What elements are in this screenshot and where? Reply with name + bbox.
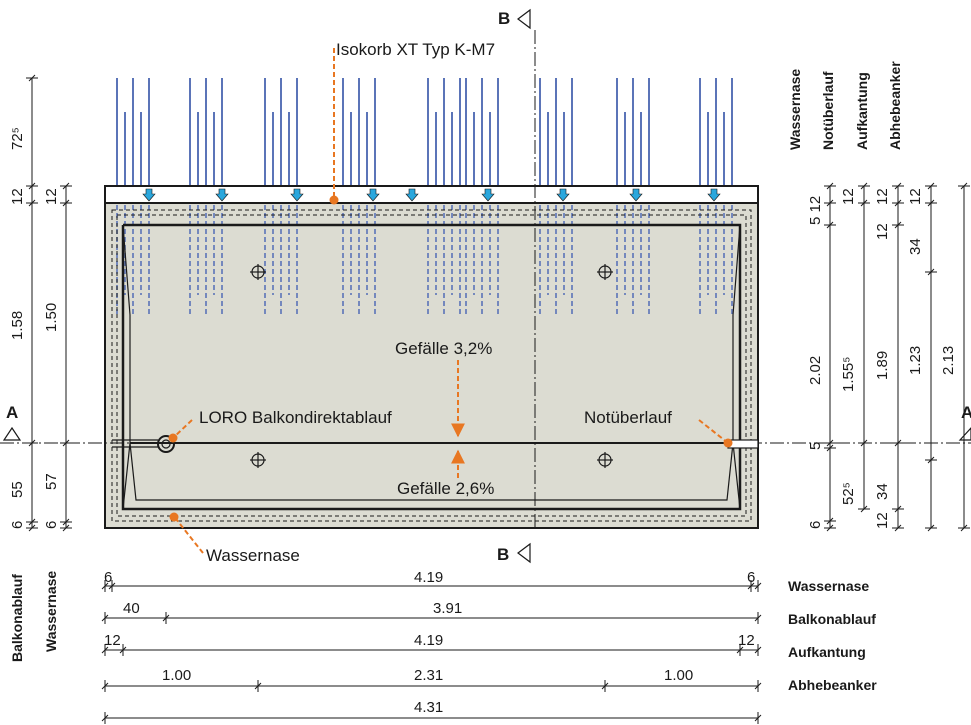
isokorb-rebars-embedded [116,205,733,315]
drain-label: LORO Balkondirektablauf [199,408,392,427]
arrow-icon [556,188,570,202]
bottom-row4-label: Abhebeanker [788,677,877,693]
left-header-balkonablauf: Balkonablauf [9,574,25,662]
isokorb-label: Isokorb XT Typ K-M7 [336,40,495,59]
bottom-row3-label: Aufkantung [788,644,866,660]
drip-edge-line-inner [116,214,747,517]
section-a-left-marker [2,426,22,441]
upstand-bevel-right [732,224,741,510]
left-header-wassernase: Wassernase [43,571,59,652]
right-notueberlauf-dim-1: 12 [840,188,857,205]
arrow-icon [707,188,721,202]
right-abhebeanker-dim-2: 34 [907,238,924,255]
arrow-icon [481,188,495,202]
right-wassernase-dim-3: 5 [807,442,824,450]
bottom-row1-label: Wassernase [788,578,869,594]
arrow-icon [629,188,643,202]
drain-pipe [112,435,175,453]
right-header-aufkantung: Aufkantung [854,72,870,150]
bottom-row4-right: 1.00 [664,667,693,684]
left-outer-dim-2: 12 [9,188,26,205]
annotation-leaders [172,48,729,554]
bottom-row1-mid: 4.19 [414,569,443,586]
slope-bottom-label: Gefälle 2,6% [397,479,494,498]
overflow-label: Notüberlauf [584,408,672,427]
right-header-abhebeanker: Abhebeanker [887,61,903,150]
right-aufkantung-dim-1: 12 [874,188,891,205]
bottom-row4-left: 1.00 [162,667,191,684]
bottom-row2-left: 40 [123,600,140,617]
arrow-icon [142,188,156,202]
left-inner-dim-3: 57 [43,473,60,490]
right-abhebeanker-dim-3: 1.23 [907,346,924,375]
upstand-bevel-left [122,224,131,510]
section-a-left-label: A [6,403,18,422]
right-wassernase-dim-1: 5 12 [807,196,824,225]
left-outer-dim-1: 72⁵ [9,127,26,150]
left-outer-dim-5: 6 [9,521,26,529]
right-abhebeanker-dim-1: 12 [907,188,924,205]
arrow-icon [215,188,229,202]
emergency-overflow-pipe [727,439,759,449]
arrow-icon [290,188,304,202]
dimension-lines [26,74,970,724]
bottom-row2-label: Balkonablauf [788,611,876,627]
left-inner-dim-2: 1.50 [43,303,60,332]
bottom-row3-left: 12 [104,632,121,649]
left-outer-dim-4: 55 [9,481,26,498]
section-b-top-label: B [498,9,510,28]
section-b-top-marker [517,8,531,30]
right-aufkantung-dim-3: 1.89 [874,351,891,380]
right-header-wassernase: Wassernase [787,69,803,150]
bottom-row3-mid: 4.19 [414,632,443,649]
annotation-dots [168,195,733,522]
drip-edge-label: Wassernase [206,546,300,565]
arrow-icon [366,188,380,202]
right-wassernase-dim-2: 2.02 [807,356,824,385]
right-notueberlauf-dim-2: 1.55⁵ [840,357,857,392]
section-a-right-marker [958,427,971,441]
right-aufkantung-dim-4: 34 [874,483,891,500]
bottom-row5-total: 4.31 [414,699,443,716]
right-aufkantung-dim-5: 12 [874,512,891,529]
right-notueberlauf-dim-3: 52⁵ [840,482,857,505]
right-wassernase-dim-4: 6 [807,521,824,529]
right-header-notueberlauf: Notüberlauf [820,71,836,150]
drip-edge-line-outer [111,209,752,522]
bottom-row1-left: 6 [104,569,112,586]
isokorb-rebars-top [116,78,733,186]
upstand-bevel-bottom [129,442,734,501]
bottom-row3-right: 12 [738,632,755,649]
bottom-row1-right: 6 [747,569,755,586]
left-outer-dim-3: 1.58 [9,311,26,340]
bottom-row4-mid: 2.31 [414,667,443,684]
slope-top-label: Gefälle 3,2% [395,339,492,358]
section-b-bottom-label: B [497,545,509,564]
arrow-icon [405,188,419,202]
left-inner-dim-1: 12 [43,188,60,205]
right-abhebeanker-dim-4: 2.13 [940,346,957,375]
load-direction-arrows [142,188,721,202]
right-aufkantung-dim-2: 12 [874,223,891,240]
bottom-row2-mid: 3.91 [433,600,462,617]
section-b-bottom-marker [517,542,531,564]
section-a-right-label: A [961,403,971,422]
lifting-anchor-marks [250,264,613,468]
left-inner-dim-4: 6 [43,521,60,529]
isokorb-strip [104,185,759,204]
